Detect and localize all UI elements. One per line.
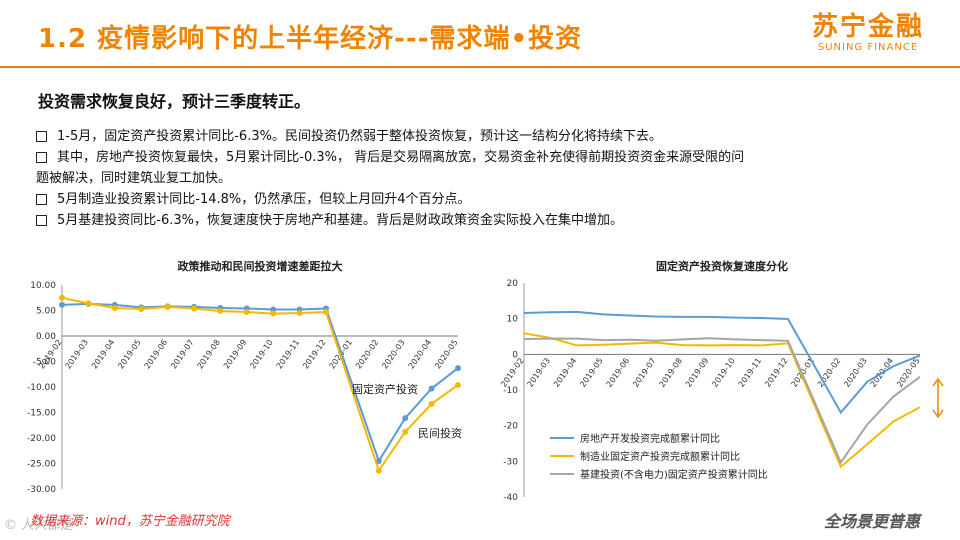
x-tick-label: 2020-02	[816, 356, 843, 389]
y-tick-label: -10	[503, 386, 518, 396]
x-tick-label: 2019-11	[737, 356, 764, 389]
x-tick-label: 2019-10	[710, 356, 737, 389]
annotation-fixed-asset: 固定资产投资	[352, 382, 418, 396]
chart-title: 固定资产投资恢复速度分化	[656, 259, 788, 273]
data-point	[243, 309, 250, 316]
legend-label: 制造业固定资产投资完成额累计同比	[580, 450, 740, 463]
y-tick-label: 5.00	[36, 307, 56, 317]
bullet-item: 5月制造业投资累计同比-14.8%，仍然承压，但较上月回升4个百分点。	[36, 189, 926, 210]
arrow-up-icon	[932, 377, 944, 387]
arrow-down-icon	[932, 409, 944, 419]
y-tick-label: -30.00	[27, 485, 56, 495]
series-line	[523, 337, 921, 465]
logo: 苏宁金融 SUNING FINANCE	[808, 12, 928, 53]
x-tick-label: 2019-07	[169, 338, 196, 371]
x-tick-label: 2019-12	[763, 356, 790, 389]
x-tick-label: 2020-03	[380, 338, 407, 371]
data-source: 数据来源：wind，苏宁金融研究院	[30, 514, 230, 529]
x-tick-label: 2019-06	[605, 356, 632, 389]
x-tick-label: 2019-03	[63, 338, 90, 371]
chart-left: 政策推动和民间投资增速差距拉大 10.00 5.00 0.00 -5.00 -10.00 -…	[27, 259, 462, 495]
slogan: 全场景更普惠	[823, 512, 920, 531]
data-point	[402, 428, 409, 435]
data-point	[85, 300, 92, 307]
x-tick-label: 2019-03	[525, 356, 552, 389]
x-tick-label: 2019-09	[684, 356, 711, 389]
legend-label: 房地产开发投资完成额累计同比	[580, 432, 720, 445]
data-point	[191, 305, 197, 312]
data-point	[455, 381, 461, 388]
data-point	[138, 305, 145, 312]
logo-en: SUNING FINANCE	[817, 42, 919, 53]
data-point	[455, 365, 461, 372]
x-tick-label: 2019-10	[248, 338, 275, 371]
y-tick-label: -40	[503, 493, 518, 503]
header-divider	[0, 66, 960, 68]
x-tick-label: 2020-04	[407, 338, 434, 371]
data-point	[375, 467, 382, 474]
bullet-list: 1-5月，固定资产投资累计同比-6.3%。民间投资仍然弱于整体投资恢复，预计这一…	[36, 126, 926, 231]
logo-cn: 苏宁金融	[811, 12, 924, 42]
legend-label: 基建投资(不含电力)固定资产投资累计同比	[580, 468, 768, 481]
x-tick-label: 2019-05	[578, 356, 605, 389]
x-tick-label: 2020-05	[895, 356, 922, 389]
x-tick-label: 2019-04	[552, 356, 579, 389]
chart-area: 政策推动和民间投资增速差距拉大 10.00 5.00 0.00 -5.00 -10.00 -…	[0, 255, 960, 515]
y-tick-label: -10.00	[27, 383, 56, 393]
x-tick-label: 2019-05	[116, 338, 143, 371]
x-tick-label: 2019-11	[275, 338, 302, 371]
y-tick-label: 20	[507, 279, 519, 289]
y-tick-label: -5.00	[33, 358, 57, 368]
chart-title: 政策推动和民间投资增速差距拉大	[178, 259, 343, 273]
data-point	[323, 309, 329, 316]
page-title: 1.2 疫情影响下的上半年经济---需求端•投资	[38, 24, 583, 54]
y-tick-label: -25.00	[27, 460, 56, 470]
x-tick-label: 2020-02	[354, 338, 381, 371]
data-point	[111, 304, 118, 311]
data-point	[296, 310, 303, 317]
bullet-item: 1-5月，固定资产投资累计同比-6.3%。民间投资仍然弱于整体投资恢复，预计这一…	[36, 126, 926, 147]
x-tick-label: 2019-06	[143, 338, 170, 371]
x-tick-label: 2020-05	[433, 338, 460, 371]
y-tick-label: -20	[503, 422, 518, 432]
y-tick-label: -20.00	[27, 434, 56, 444]
series-line	[523, 332, 921, 469]
data-point	[59, 301, 65, 308]
y-tick-label: 10.00	[30, 281, 56, 291]
checkbox-icon	[36, 215, 47, 226]
data-point	[375, 457, 382, 464]
checkbox-icon	[36, 152, 47, 163]
y-tick-label: 0	[512, 350, 518, 360]
x-tick-label: 2019-07	[631, 356, 658, 389]
x-tick-label: 2019-08	[195, 338, 222, 371]
y-tick-label: -30	[503, 457, 518, 467]
series-line	[523, 310, 921, 415]
header: 1.2 疫情影响下的上半年经济---需求端•投资 苏宁金融 SUNING FIN…	[0, 0, 960, 70]
bullet-continuation: 题被解决，同时建筑业复工加快。	[36, 171, 232, 186]
x-tick-label: 2019-04	[90, 338, 117, 371]
x-tick-label: 2019-12	[301, 338, 328, 371]
bullet-item: 5月基建投资同比-6.3%，恢复速度快于房地产和基建。背后是财政政策资金实际投入…	[36, 210, 926, 231]
annotation-private-investment: 民间投资	[418, 426, 462, 440]
data-point	[217, 308, 224, 315]
y-tick-label: 10	[507, 315, 519, 325]
y-tick-label: 0.00	[36, 332, 56, 342]
data-point	[428, 400, 435, 407]
x-tick-label: 2019-09	[222, 338, 249, 371]
watermark: © 人人都是	[4, 518, 74, 533]
data-point	[428, 385, 435, 392]
data-point	[59, 294, 65, 301]
x-tick-label: 2019-02	[499, 356, 526, 389]
x-tick-label: 2019-08	[657, 356, 684, 389]
subtitle: 投资需求恢复良好，预计三季度转正。	[38, 92, 311, 111]
data-point	[402, 415, 409, 422]
data-point	[164, 303, 171, 310]
bullet-item: 其中，房地产投资恢复最快，5月累计同比-0.3%， 背后是交易隔离放宽，交易资金…	[36, 147, 926, 168]
y-tick-label: -15.00	[27, 409, 56, 419]
data-point	[270, 310, 277, 317]
checkbox-icon	[36, 131, 47, 142]
checkbox-icon	[36, 194, 47, 205]
